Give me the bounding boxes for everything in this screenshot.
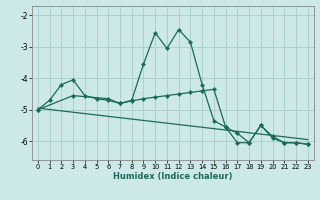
X-axis label: Humidex (Indice chaleur): Humidex (Indice chaleur) — [113, 172, 233, 181]
